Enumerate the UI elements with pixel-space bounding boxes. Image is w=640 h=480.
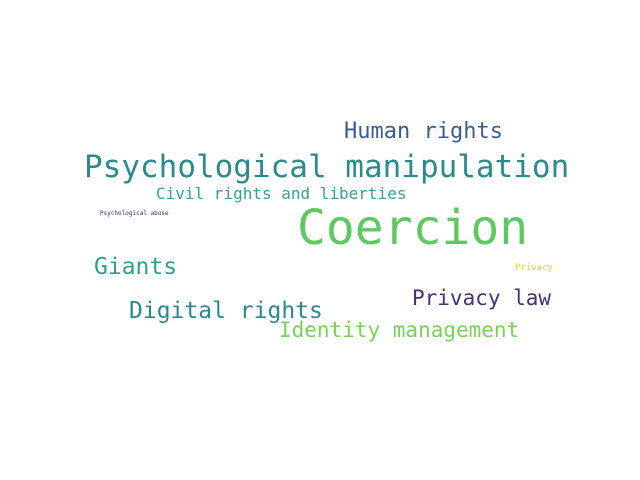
word-psychological-abuse: Psychological abuse — [100, 210, 169, 217]
word-psychological-manipulation: Psychological manipulation — [84, 149, 570, 185]
word-coercion: Coercion — [297, 200, 529, 256]
word-giants: Giants — [94, 254, 178, 280]
word-privacy: Privacy — [515, 263, 553, 273]
word-privacy-law: Privacy law — [412, 286, 552, 310]
word-identity-management: Identity management — [279, 318, 520, 342]
word-digital-rights: Digital rights — [129, 298, 323, 324]
word-human-rights: Human rights — [344, 119, 503, 144]
word-civil-rights-and-liberties: Civil rights and liberties — [156, 184, 407, 203]
